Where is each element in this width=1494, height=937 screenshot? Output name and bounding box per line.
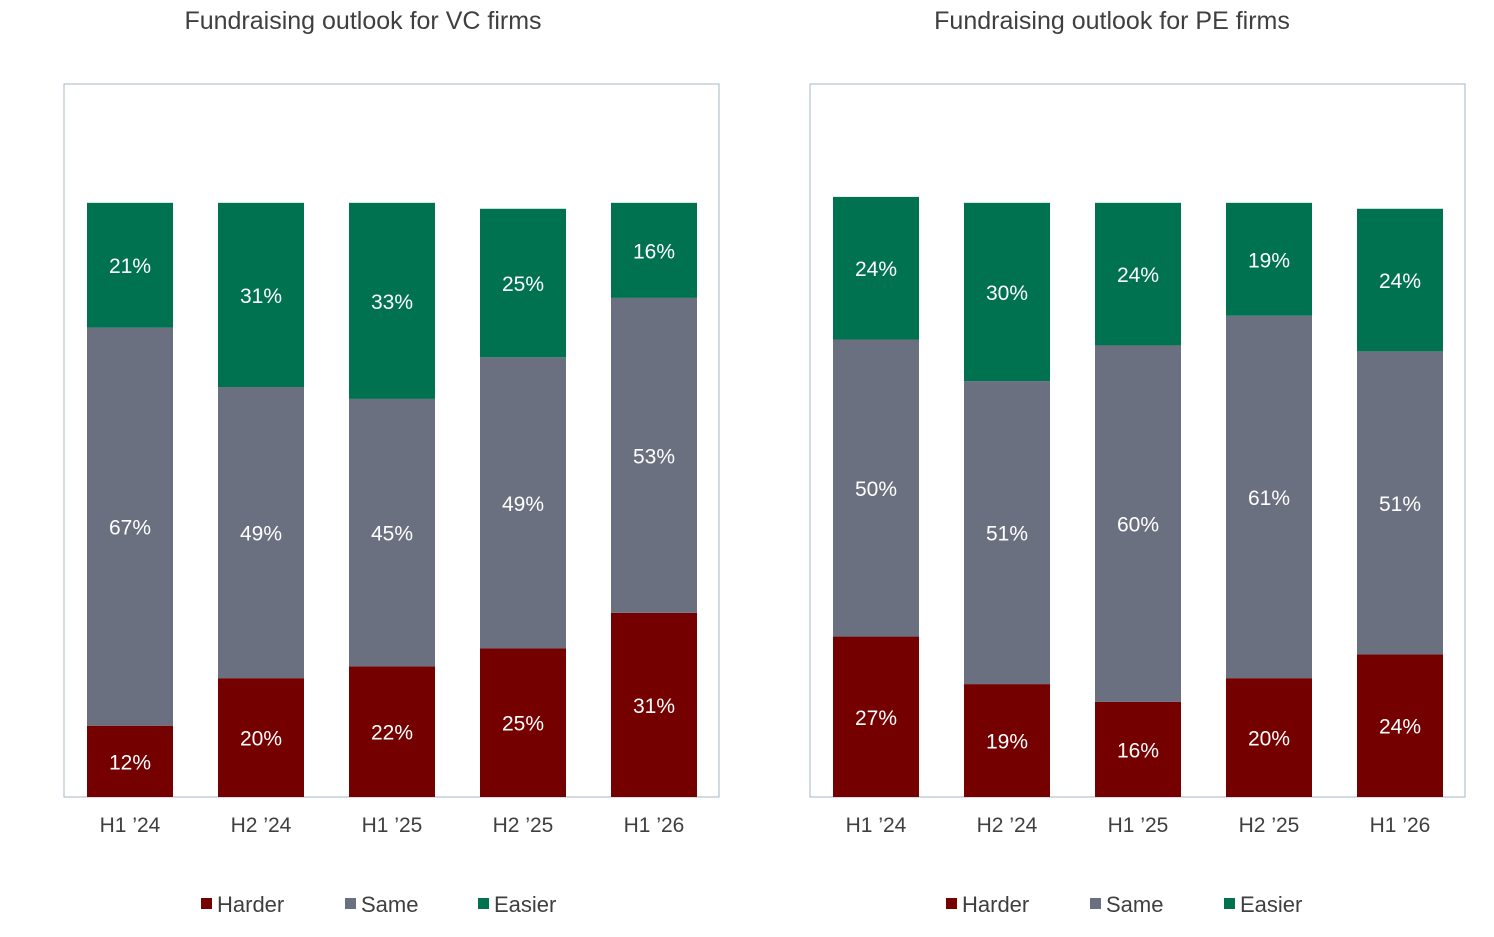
vc-chart: 12% 67% 21% H1 ’24 20% 49% 31% H2 ’24 22% 45% 33% H…	[63, 83, 720, 917]
pe-bar-same	[1357, 351, 1443, 655]
pe-data-label: 50%	[855, 478, 897, 501]
pe-data-label: 24%	[1379, 270, 1421, 293]
pe-data-label: 30%	[986, 282, 1028, 305]
vc-bar-easier	[611, 202, 697, 298]
vc-data-label: 31%	[633, 695, 675, 718]
vc-data-label: 21%	[109, 255, 151, 278]
vc-data-label: 49%	[240, 523, 282, 546]
pe-data-label: 20%	[1248, 728, 1290, 751]
vc-bar-easier	[87, 202, 173, 328]
vc-bar-easier	[349, 202, 435, 399]
vc-data-label: 49%	[502, 493, 544, 516]
pe-bar-same	[833, 339, 919, 637]
pe-data-label: 51%	[986, 523, 1028, 546]
pe-data-label: 60%	[1117, 514, 1159, 537]
vc-data-label: 25%	[502, 713, 544, 736]
vc-bar-harder	[611, 612, 697, 797]
vc-x-tick-label: H2 ’24	[231, 814, 292, 837]
pe-data-label: 61%	[1248, 487, 1290, 510]
pe-x-tick-label: H2 ’25	[1239, 814, 1300, 837]
pe-legend-swatch	[1224, 898, 1235, 909]
vc-chart-title: Fundraising outlook for VC firms	[184, 7, 542, 35]
vc-bar-harder	[218, 678, 304, 797]
vc-x-tick-label: H1 ’26	[624, 814, 685, 837]
vc-bar-same	[87, 327, 173, 726]
vc-bar-same	[480, 357, 566, 649]
pe-legend-swatch	[946, 898, 957, 909]
vc-bar-harder	[480, 648, 566, 797]
pe-chart: 27% 50% 24% H1 ’24 19% 51% 30% H2 ’24 16% 60% 24% H…	[809, 83, 1466, 917]
pe-bar-harder	[1357, 654, 1443, 797]
vc-x-tick-label: H1 ’25	[362, 814, 423, 837]
vc-bar-same	[611, 297, 697, 613]
vc-legend-swatch	[201, 898, 212, 909]
pe-bar-harder	[1095, 701, 1181, 797]
pe-x-tick-label: H2 ’24	[977, 814, 1038, 837]
pe-chart-title: Fundraising outlook for PE firms	[934, 7, 1290, 35]
pe-bar-harder	[1226, 678, 1312, 797]
pe-bar-same	[1095, 345, 1181, 702]
vc-x-tick-label: H1 ’24	[100, 814, 161, 837]
pe-data-label: 24%	[1117, 264, 1159, 287]
vc-x-tick-label: H2 ’25	[493, 814, 554, 837]
vc-data-label: 16%	[633, 240, 675, 263]
pe-bar-easier	[964, 202, 1050, 382]
vc-data-label: 22%	[371, 722, 413, 745]
pe-legend-label: Easier	[1240, 892, 1302, 917]
pe-data-label: 19%	[1248, 249, 1290, 272]
vc-legend-label: Same	[361, 892, 418, 917]
pe-bar-same	[1226, 315, 1312, 679]
vc-bar-same	[218, 387, 304, 679]
pe-legend-label: Harder	[962, 892, 1029, 917]
pe-bar-harder	[964, 684, 1050, 797]
vc-legend-label: Easier	[494, 892, 556, 917]
vc-bar-harder	[349, 666, 435, 797]
pe-bar-easier	[1357, 208, 1443, 352]
vc-bar-easier	[480, 208, 566, 358]
pe-bar-easier	[833, 196, 919, 340]
vc-bar-same	[349, 398, 435, 667]
pe-x-tick-label: H1 ’26	[1370, 814, 1431, 837]
pe-data-label: 16%	[1117, 739, 1159, 762]
vc-bar-harder	[87, 725, 173, 797]
vc-legend-label: Harder	[217, 892, 284, 917]
vc-legend-swatch	[478, 898, 489, 909]
pe-bar-easier	[1095, 202, 1181, 346]
vc-data-label: 20%	[240, 728, 282, 751]
vc-data-label: 12%	[109, 751, 151, 774]
vc-bar-easier	[218, 202, 304, 388]
pe-data-label: 24%	[1379, 716, 1421, 739]
vc-data-label: 33%	[371, 291, 413, 314]
vc-data-label: 67%	[109, 517, 151, 540]
vc-data-label: 53%	[633, 445, 675, 468]
pe-legend-swatch	[1090, 898, 1101, 909]
pe-data-label: 19%	[986, 731, 1028, 754]
pe-data-label: 51%	[1379, 493, 1421, 516]
vc-data-label: 45%	[371, 523, 413, 546]
pe-data-label: 27%	[855, 707, 897, 730]
pe-bar-harder	[833, 636, 919, 797]
vc-data-label: 31%	[240, 285, 282, 308]
pe-x-tick-label: H1 ’25	[1108, 814, 1169, 837]
pe-bar-same	[964, 381, 1050, 685]
pe-bar-easier	[1226, 202, 1312, 316]
vc-legend-swatch	[345, 898, 356, 909]
pe-data-label: 24%	[855, 258, 897, 281]
pe-legend-label: Same	[1106, 892, 1163, 917]
vc-data-label: 25%	[502, 273, 544, 296]
pe-x-tick-label: H1 ’24	[846, 814, 907, 837]
